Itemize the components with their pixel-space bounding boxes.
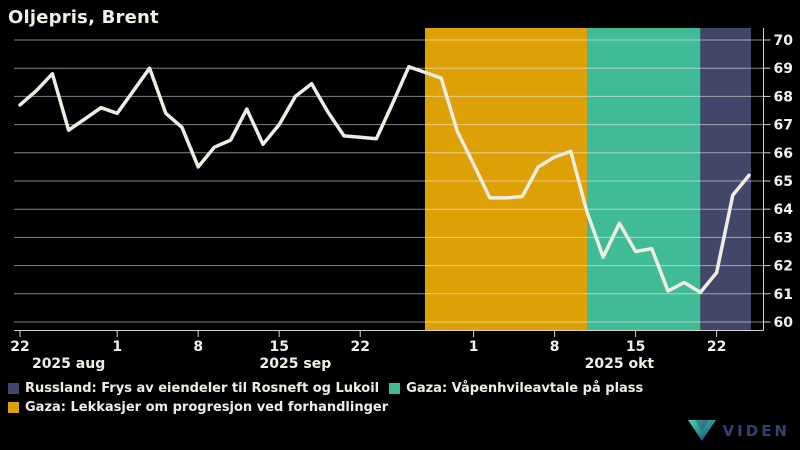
- y-tick-label: 60: [774, 315, 794, 331]
- y-tick-label: 63: [774, 230, 793, 246]
- brand-logo: VIDEN: [687, 418, 790, 443]
- y-tick-label: 61: [774, 287, 793, 303]
- y-tick-label: 65: [774, 174, 793, 190]
- x-tick-label: 1: [469, 339, 479, 355]
- legend-swatch: [8, 402, 19, 413]
- legend-item: Gaza: Lekkasjer om progresjon ved forhan…: [8, 400, 388, 415]
- x-tick-label: 15: [626, 339, 645, 355]
- legend-row: Russland: Frys av eiendeler til Rosneft …: [8, 381, 643, 396]
- event-region-gaza-forhandlinger: [425, 28, 587, 331]
- legend-item-label: Gaza: Våpenhvileavtale på plass: [406, 381, 644, 396]
- y-tick-label: 64: [774, 202, 794, 218]
- x-tick-label: 22: [10, 339, 29, 355]
- chart-legend: Russland: Frys av eiendeler til Rosneft …: [8, 381, 643, 419]
- x-tick-label: 15: [269, 339, 288, 355]
- event-region-gaza-vapenhvile: [587, 28, 701, 331]
- brand-name: VIDEN: [722, 421, 790, 440]
- x-tick-label: 8: [550, 339, 560, 355]
- x-month-label: 2025 okt: [585, 356, 655, 372]
- legend-row: Gaza: Lekkasjer om progresjon ved forhan…: [8, 400, 643, 415]
- x-month-label: 2025 aug: [32, 356, 105, 372]
- legend-item: Russland: Frys av eiendeler til Rosneft …: [8, 381, 379, 396]
- x-month-label: 2025 sep: [260, 356, 332, 372]
- y-tick-label: 62: [774, 259, 793, 275]
- chart-title: Oljepris, Brent: [8, 7, 159, 28]
- legend-item-label: Gaza: Lekkasjer om progresjon ved forhan…: [25, 400, 389, 415]
- legend-swatch: [389, 383, 401, 394]
- y-tick-label: 67: [774, 118, 793, 134]
- viden-triangle-icon: [687, 420, 716, 441]
- x-tick-label: 1: [112, 339, 122, 355]
- y-tick-label: 70: [774, 33, 794, 49]
- x-tick-label: 8: [193, 339, 203, 355]
- x-tick-label: 22: [350, 339, 369, 355]
- legend-item: Gaza: Våpenhvileavtale på plass: [389, 381, 643, 396]
- brent-price-line: [18, 65, 751, 295]
- x-tick-label: 22: [707, 339, 726, 355]
- legend-item-label: Russland: Frys av eiendeler til Rosneft …: [25, 381, 380, 396]
- y-tick-label: 66: [774, 146, 793, 162]
- y-tick-label: 68: [774, 89, 793, 105]
- y-tick-label: 69: [774, 61, 793, 77]
- legend-swatch: [8, 383, 19, 394]
